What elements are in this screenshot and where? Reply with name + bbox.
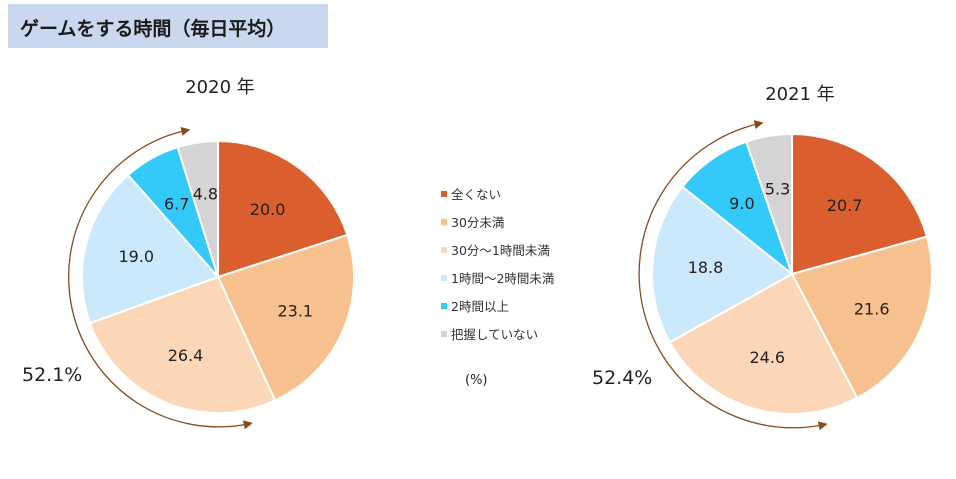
slice-value-label: 23.1 [277, 302, 313, 321]
legend-label: 把握していない [451, 327, 539, 342]
slice-value-label: 26.4 [168, 346, 204, 365]
slice-value-label: 21.6 [854, 300, 890, 319]
legend-item: 全くない [441, 184, 501, 203]
legend-swatch [441, 218, 447, 225]
bracket-arc [68, 127, 253, 430]
legend-item: 2時間以上 [441, 296, 509, 315]
chart-title: ゲームをする時間（毎日平均） [20, 18, 286, 40]
slice-value-label: 20.7 [827, 196, 863, 215]
legend-swatch [441, 274, 447, 281]
unit-label: (%) [465, 373, 488, 388]
legend-label: 1時間～2時間未満 [451, 271, 555, 286]
legend-swatch [441, 302, 447, 309]
slice-value-label: 18.8 [688, 258, 724, 277]
pie-title: 2021 年 [765, 84, 835, 105]
slice-value-label: 24.6 [749, 348, 785, 367]
legend-swatch [441, 246, 447, 253]
pie-slice [651, 185, 794, 344]
legend-item: 30分未満 [441, 212, 504, 231]
bracket-arc [638, 120, 828, 431]
legend-label: 30分～1時間未満 [451, 243, 550, 258]
bracket-annotation: 52.4% [592, 367, 652, 389]
bracket-annotation: 52.1% [22, 364, 82, 386]
pie-title: 2020 年 [185, 77, 255, 98]
slice-value-label: 4.8 [193, 185, 218, 204]
slice-value-label: 5.3 [765, 179, 790, 198]
legend-label: 全くない [451, 187, 502, 202]
legend-item: 把握していない [441, 324, 538, 343]
legend-swatch [441, 190, 447, 197]
legend-item: 1時間～2時間未満 [441, 268, 554, 287]
title-banner: ゲームをする時間（毎日平均） [8, 4, 328, 48]
legend-label: 30分未満 [451, 215, 505, 230]
slice-value-label: 20.0 [250, 200, 286, 219]
legend-label: 2時間以上 [451, 299, 509, 314]
slice-value-label: 19.0 [118, 247, 154, 266]
legend-item: 30分～1時間未満 [441, 240, 550, 259]
legend-swatch [441, 330, 447, 337]
slice-value-label: 6.7 [164, 195, 189, 214]
slice-value-label: 9.0 [729, 194, 754, 213]
